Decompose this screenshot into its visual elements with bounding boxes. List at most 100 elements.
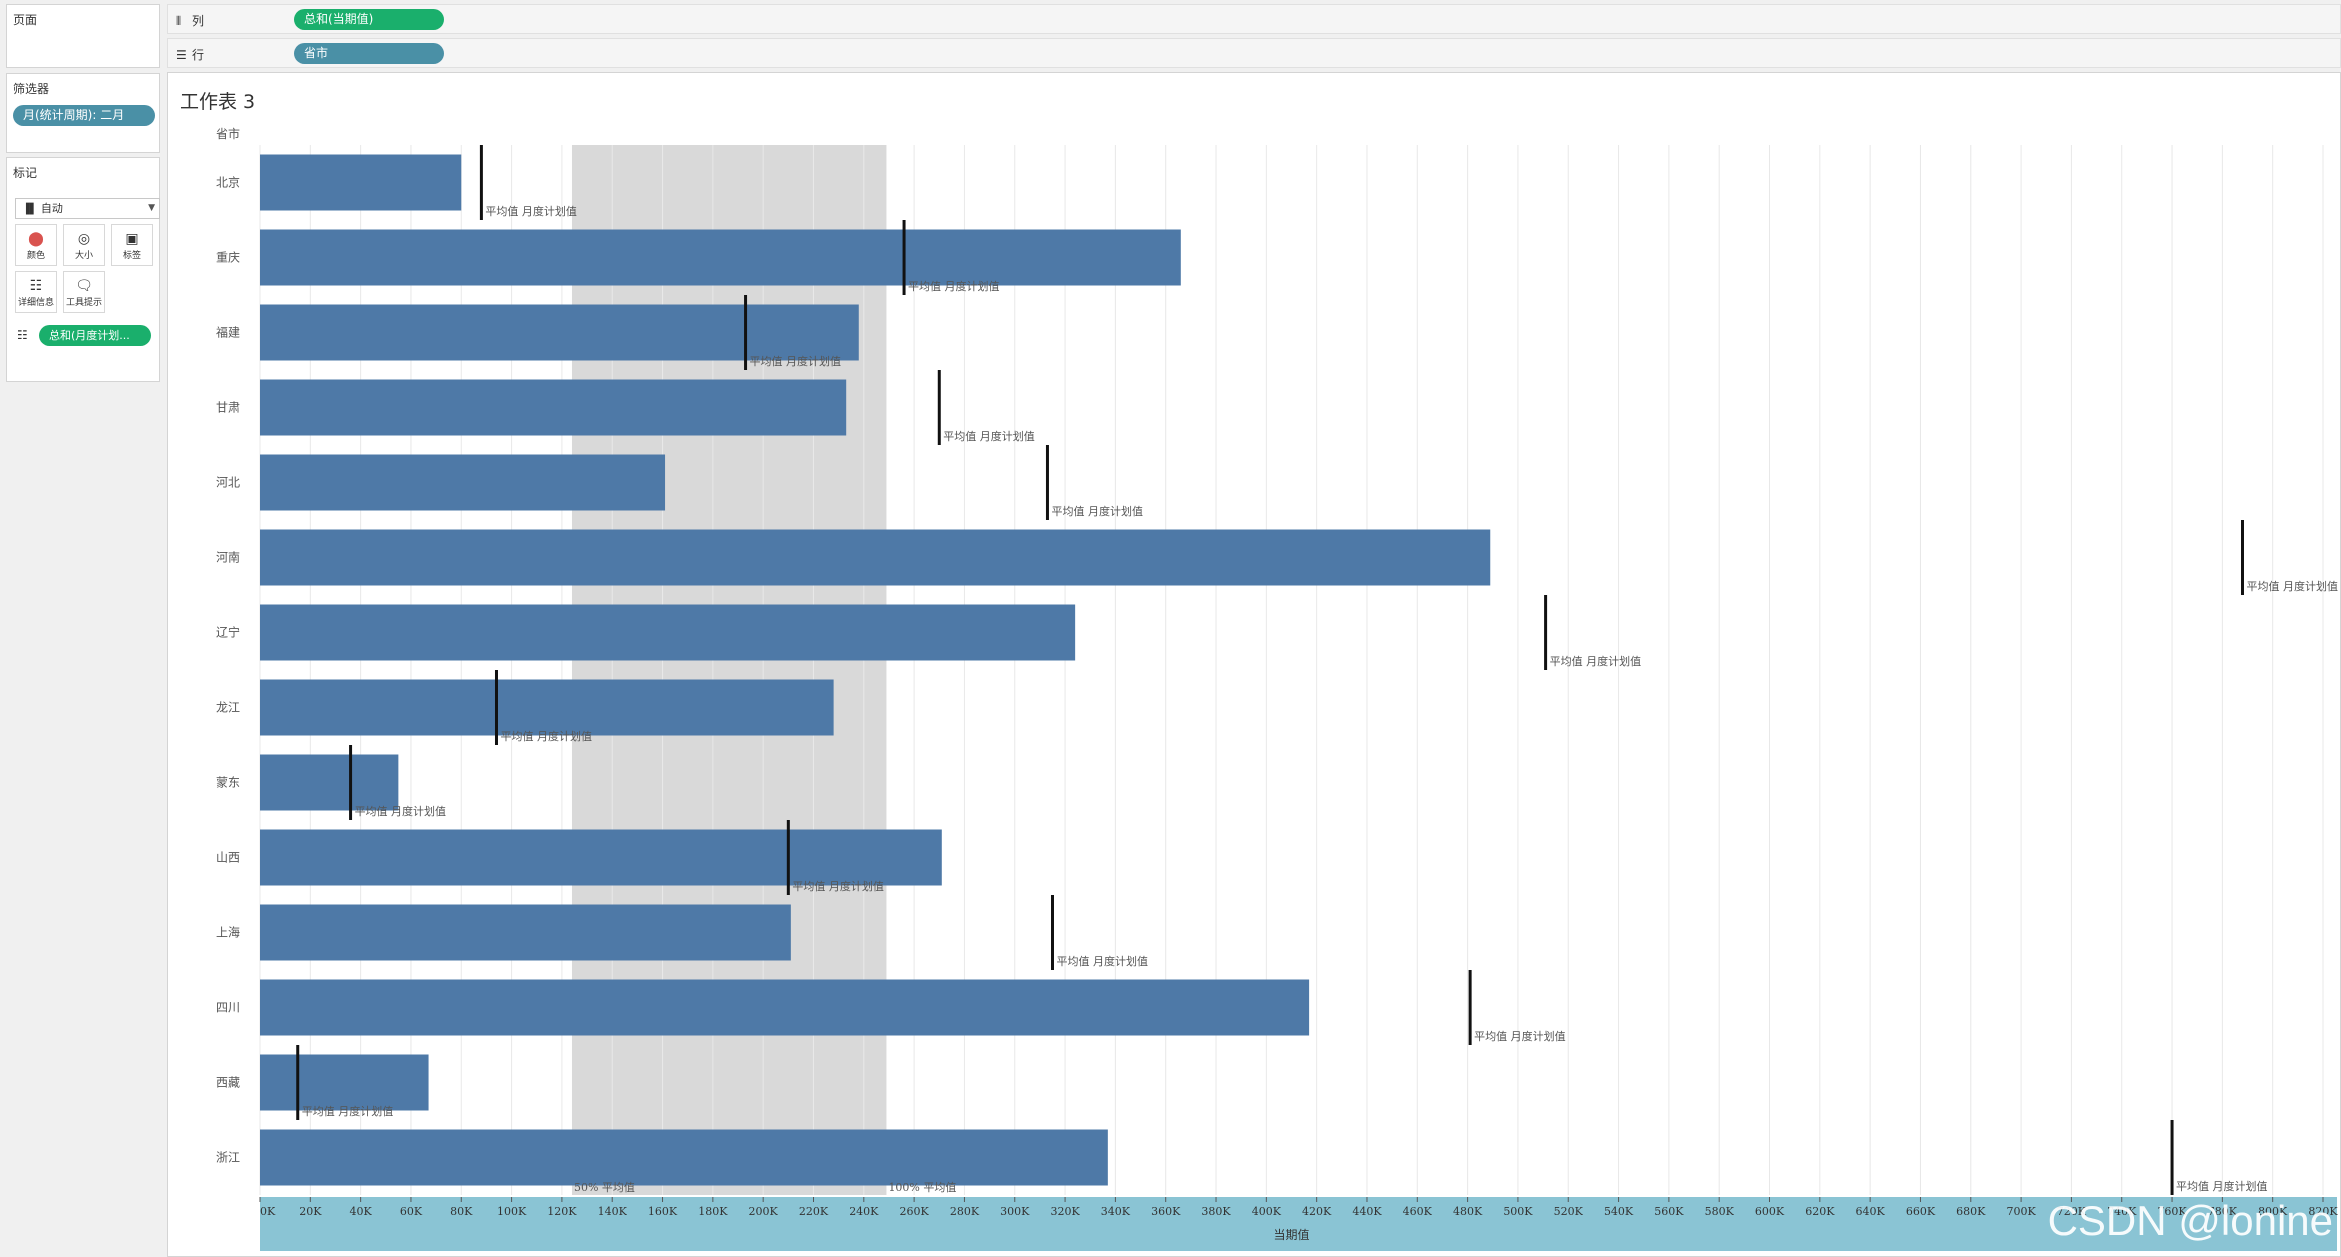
- label-button[interactable]: ▣ 标签: [111, 224, 153, 266]
- bar: [260, 829, 942, 886]
- bar: [260, 904, 791, 961]
- filter-pill-month[interactable]: 月(统计周期): 二月: [13, 105, 155, 126]
- category-label: 上海: [216, 925, 240, 940]
- bar: [260, 529, 1491, 586]
- mark-type-value: 自动: [40, 202, 63, 215]
- reference-line-label: 平均值 月度计划值: [908, 279, 1000, 293]
- watermark: CSDN @lonine: [2047, 1197, 2333, 1244]
- x-tick-label: 320K: [1050, 1205, 1080, 1218]
- sheet-title: 工作表 3: [180, 91, 256, 113]
- columns-shelf: ⫴ 列 总和(当期值): [167, 4, 2341, 34]
- reference-line-label: 平均值 月度计划值: [485, 204, 577, 218]
- reference-line-label: 平均值 月度计划值: [943, 429, 1035, 443]
- reference-line-label: 平均值 月度计划值: [1056, 954, 1148, 968]
- x-tick-label: 140K: [598, 1205, 628, 1218]
- bar: [260, 1054, 429, 1111]
- tooltip-label: 工具提示: [65, 298, 102, 308]
- x-tick-label: 180K: [698, 1205, 728, 1218]
- bar-chart-icon: ▐▌: [22, 204, 38, 215]
- x-tick-label: 660K: [1906, 1205, 1936, 1218]
- worksheet-view: 工作表 3 省市 北京 重庆 福建 甘肃 河北 河南 辽宁 龙江 蒙东 山西 上海 四川 西藏 浙江 平均值 …: [167, 72, 2341, 1257]
- category-label: 西藏: [216, 1076, 240, 1090]
- label-icon: ▣: [125, 231, 139, 247]
- x-tick-label: 80K: [450, 1205, 473, 1218]
- x-tick-label: 60K: [400, 1205, 423, 1218]
- detail-field-pill[interactable]: 总和(月度计划...: [39, 325, 151, 346]
- bar: [260, 379, 847, 436]
- columns-shelf-label: ⫴ 列: [176, 12, 204, 29]
- rows-pill[interactable]: 省市: [294, 43, 444, 64]
- x-tick-label: 760K: [2157, 1205, 2187, 1218]
- pages-card: 页面: [6, 4, 160, 68]
- reference-line-label: 平均值 月度计划值: [750, 354, 842, 368]
- rows-shelf-label: ☰ 行: [176, 46, 204, 63]
- category-label: 甘肃: [216, 401, 240, 415]
- size-button[interactable]: ◎ 大小: [63, 224, 105, 266]
- reference-line-label: 平均值 月度计划值: [500, 729, 592, 743]
- reference-line-label: 平均值 月度计划值: [1550, 654, 1642, 668]
- size-label: 大小: [74, 251, 93, 261]
- category-label: 浙江: [216, 1151, 240, 1165]
- band-start-label: 50% 平均值: [574, 1181, 635, 1194]
- detail-label: 详细信息: [17, 298, 54, 308]
- x-axis-band: [260, 1197, 2337, 1251]
- band-end-label: 100% 平均值: [888, 1181, 956, 1194]
- x-tick-label: 280K: [950, 1205, 980, 1218]
- x-tick-label: 380K: [1201, 1205, 1231, 1218]
- rows-label-text: 行: [192, 48, 205, 62]
- mark-type-select[interactable]: ▐▌ 自动 ▼: [15, 198, 160, 219]
- reference-band: [571, 145, 887, 1195]
- bar: [260, 979, 1310, 1036]
- x-tick-label: 800K: [2258, 1205, 2288, 1218]
- category-label: 山西: [216, 851, 240, 865]
- x-tick-label: 460K: [1403, 1205, 1433, 1218]
- filters-title: 筛选器: [13, 82, 50, 96]
- marks-card: 标记 ▐▌ 自动 ▼ ⬤ 颜色 ◎ 大小 ▣ 标签 ☷ 详细信息 🗨 工具提示 …: [6, 157, 160, 382]
- reference-line-label: 平均值 月度计划值: [2176, 1179, 2268, 1193]
- x-axis-title: 当期值: [1273, 1227, 1309, 1242]
- x-tick-label: 580K: [1705, 1205, 1735, 1218]
- color-icon: ⬤: [28, 231, 44, 247]
- chevron-down-icon: ▼: [148, 203, 155, 213]
- x-tick-label: 680K: [1956, 1205, 1986, 1218]
- color-label: 颜色: [26, 251, 45, 261]
- bar: [260, 229, 1181, 286]
- x-tick-label: 120K: [547, 1205, 577, 1218]
- color-button[interactable]: ⬤ 颜色: [15, 224, 57, 266]
- x-tick-label: 0K: [260, 1205, 276, 1218]
- x-tick-label: 40K: [350, 1205, 373, 1218]
- x-tick-label: 480K: [1453, 1205, 1483, 1218]
- columns-pill[interactable]: 总和(当期值): [294, 9, 444, 30]
- x-tick-label: 440K: [1352, 1205, 1382, 1218]
- bar: [260, 604, 1076, 661]
- bar: [260, 454, 666, 511]
- tooltip-button[interactable]: 🗨 工具提示: [63, 271, 105, 313]
- x-tick-label: 20K: [299, 1205, 322, 1218]
- x-tick-label: 200K: [749, 1205, 779, 1218]
- x-tick-label: 540K: [1604, 1205, 1634, 1218]
- category-label: 龙江: [216, 701, 240, 715]
- x-tick-label: 220K: [799, 1205, 829, 1218]
- x-tick-label: 240K: [849, 1205, 879, 1218]
- reference-line-label: 平均值 月度计划值: [302, 1104, 394, 1118]
- rows-icon: ☰: [176, 48, 187, 62]
- x-tick-label: 260K: [900, 1205, 930, 1218]
- reference-line-label: 平均值 月度计划值: [792, 879, 884, 893]
- detail-icon: ☷: [29, 278, 43, 294]
- x-tick-label: 700K: [2006, 1205, 2036, 1218]
- marks-title: 标记: [13, 166, 38, 180]
- bar: [260, 754, 399, 811]
- x-tick-label: 420K: [1302, 1205, 1332, 1218]
- detail-button[interactable]: ☷ 详细信息: [15, 271, 57, 313]
- bar: [260, 679, 834, 736]
- x-tick-label: 300K: [1000, 1205, 1030, 1218]
- x-tick-label: 520K: [1554, 1205, 1584, 1218]
- category-label: 四川: [216, 1001, 240, 1015]
- x-tick-label: 600K: [1755, 1205, 1785, 1218]
- x-tick-label: 720K: [2057, 1205, 2087, 1218]
- x-tick-label: 560K: [1654, 1205, 1684, 1218]
- category-label: 重庆: [216, 251, 240, 265]
- columns-label-text: 列: [192, 14, 205, 28]
- category-label: 辽宁: [216, 625, 240, 640]
